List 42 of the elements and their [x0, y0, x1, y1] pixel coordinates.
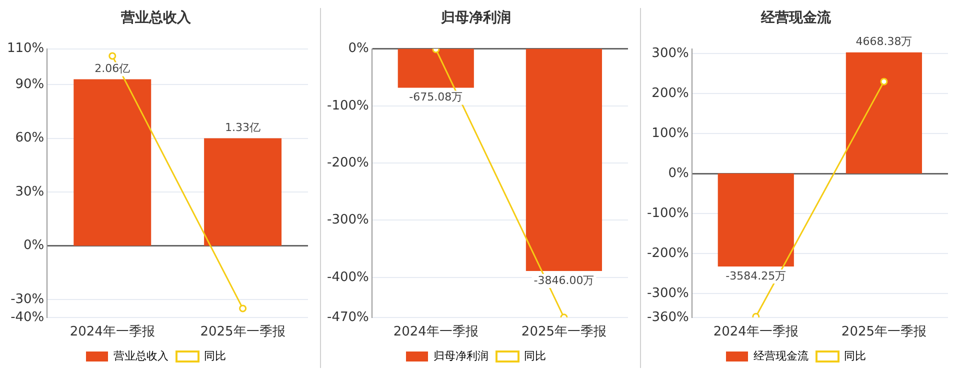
chart-title: 归母净利润 — [440, 9, 511, 26]
y-tick-label: -400% — [326, 270, 369, 285]
data-label: 1.33亿 — [225, 121, 261, 134]
y-tick-label: 90% — [15, 76, 44, 92]
data-label: -675.08万 — [409, 90, 463, 104]
y-tick-label: 0% — [668, 166, 689, 181]
y-tick-label: -470% — [326, 310, 369, 325]
legend-label: 同比 — [844, 349, 866, 362]
y-tick-label: 300% — [652, 46, 689, 61]
legend-label: 同比 — [524, 349, 546, 362]
data-label: -3846.00万 — [534, 274, 594, 287]
y-tick-label: -40% — [10, 310, 44, 325]
y-tick-label: -300% — [646, 286, 689, 301]
x-tick-label: 2024年一季报 — [393, 324, 478, 340]
y-tick-label: -30% — [10, 292, 44, 307]
legend-label: 营业总收入 — [114, 349, 168, 362]
data-label: -3584.25万 — [726, 269, 786, 282]
y-tick-label: 30% — [15, 184, 44, 200]
y-tick-label: 0% — [24, 238, 44, 254]
x-tick-label: 2024年一季报 — [70, 324, 155, 340]
legend-label: 归母净利润 — [434, 349, 488, 362]
y-tick-label: 60% — [15, 130, 44, 146]
y-tick-label: -100% — [326, 98, 369, 114]
y-tick-label: -200% — [326, 155, 369, 170]
x-tick-label: 2025年一季报 — [200, 324, 286, 340]
x-tick-label: 2025年一季报 — [521, 324, 607, 340]
y-tick-label: -300% — [326, 212, 369, 228]
y-tick-label: 110% — [6, 41, 44, 56]
y-tick-label: 0% — [348, 41, 369, 56]
y-tick-label: -360% — [646, 310, 689, 325]
x-tick-label: 2025年一季报 — [841, 324, 927, 340]
data-label: 2.06亿 — [94, 62, 130, 76]
legend-label: 同比 — [204, 349, 226, 362]
y-tick-label: -100% — [646, 206, 689, 221]
legend-label: 经营现金流 — [754, 349, 808, 362]
data-label: 4668.38万 — [856, 35, 912, 48]
y-tick-label: 100% — [652, 126, 689, 141]
y-tick-label: -200% — [646, 246, 689, 261]
x-tick-label: 2024年一季报 — [713, 324, 798, 340]
chart-title: 营业总收入 — [120, 10, 192, 26]
chart-title: 经营现金流 — [760, 9, 832, 26]
y-tick-label: 200% — [652, 86, 689, 101]
